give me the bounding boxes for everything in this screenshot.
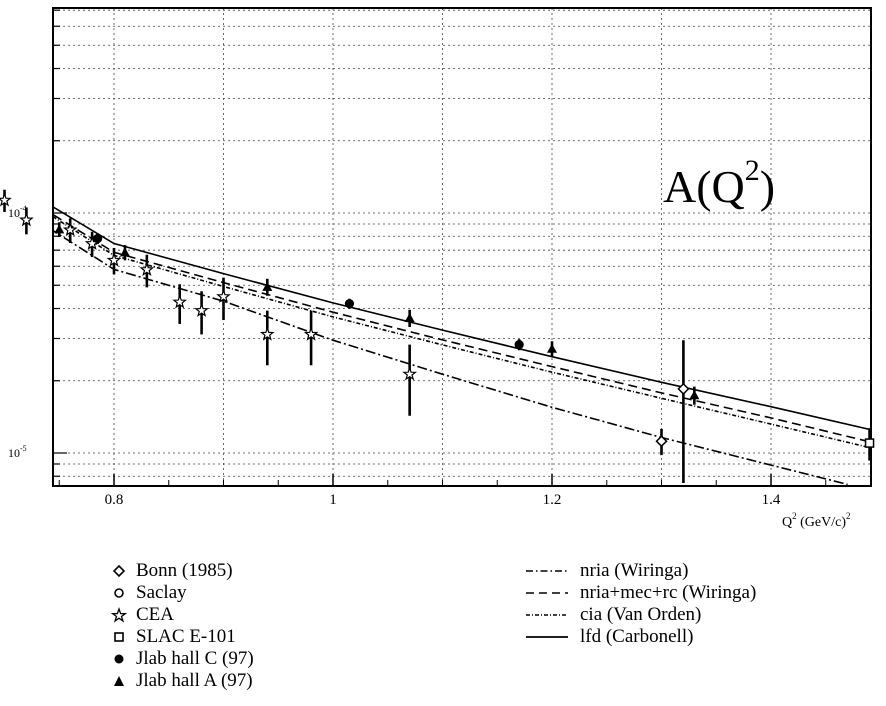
dashdot-line-icon [526,570,568,572]
legend-label: Jlab hall A (97) [136,670,253,691]
point-cea [0,192,12,207]
open-circle-icon [114,588,124,598]
point-jlab-a [547,343,557,353]
legend-item-nria: nria (Wiringa) [524,560,756,582]
legend-item-slac: SLAC E-101 [108,626,254,648]
legend-label: lfd (Carbonell) [580,626,694,647]
legend-item-jlab-a: Jlab hall A (97) [108,670,254,692]
legend-label: cia (Van Orden) [580,604,702,625]
point-cea [139,262,155,277]
curve-dotted [52,117,872,486]
x-tick-label: 0.8 [105,492,124,508]
point-bonn [655,435,668,448]
point-cea [172,294,187,309]
legend-item-bonn: Bonn (1985) [108,560,254,582]
marker-legend: Bonn (1985) Saclay CEA SLAC E-101 Jlab h… [108,560,254,692]
x-tick-label: 1.2 [543,492,562,508]
x-tick-label: 1 [329,492,337,508]
chart-title: A(Q2) [663,154,775,212]
grid-lines [53,8,871,486]
point-jlab-a [262,281,273,291]
legend-item-saclay: Saclay [108,582,254,604]
dashed-line-icon [526,592,568,594]
filled-triangle-icon [114,676,124,686]
legend-label: nria+mec+rc (Wiringa) [580,582,757,603]
point-jlab-a [404,313,415,323]
legend-label: Saclay [136,582,187,603]
point-jlab-a [119,247,130,257]
data-points [0,189,875,483]
legend-item-cia: cia (Van Orden) [524,604,756,626]
point-cea [303,326,319,341]
point-cea [216,288,231,303]
legend-label: Jlab hall C (97) [136,648,254,669]
legend-item-nria-mec-rc: nria+mec+rc (Wiringa) [524,582,756,604]
plot-frame [52,7,872,487]
legend-label: Bonn (1985) [136,560,233,581]
point-cea [194,302,209,317]
curve-legend: nria (Wiringa) nria+mec+rc (Wiringa) cia… [524,560,756,648]
y-tick-label: 10-5 [8,444,27,460]
point-bonn [677,382,690,395]
diamond-icon [112,564,126,578]
x-tick-label: 1.4 [762,492,781,508]
point-cea [19,212,34,227]
filled-circle-icon [114,654,124,664]
star-icon [110,607,128,623]
legend-label: SLAC E-101 [136,626,236,647]
chart-plot: 0.60.811.21.41.61.810-410-5 A(Q2) Q2 (Ge… [0,7,875,530]
legend-label: CEA [136,604,174,625]
point-cea [106,252,122,267]
point-slac [864,438,875,448]
dotted-line-icon [526,614,568,616]
curve-dashed [52,117,872,486]
open-square-icon [114,632,124,642]
point-cea [259,326,275,341]
point-cea [402,366,418,381]
point-cea [62,222,78,237]
point-jlab-a [54,224,65,234]
x-axis-title: Q2 (GeV/c)2 [782,511,851,530]
point-jlab-c [344,299,355,309]
y-tick-label: 10-4 [8,204,27,220]
legend-label: nria (Wiringa) [580,560,689,581]
legend-item-lfd: lfd (Carbonell) [524,626,756,648]
legend-item-jlab-c: Jlab hall C (97) [108,648,254,670]
axis-ticks: 0.60.811.21.41.61.810-410-5 [8,9,827,508]
legend-item-cea: CEA [108,604,254,626]
point-jlab-c [92,234,103,244]
point-jlab-a [689,390,700,400]
solid-line-icon [526,636,568,638]
point-jlab-c [514,339,524,350]
